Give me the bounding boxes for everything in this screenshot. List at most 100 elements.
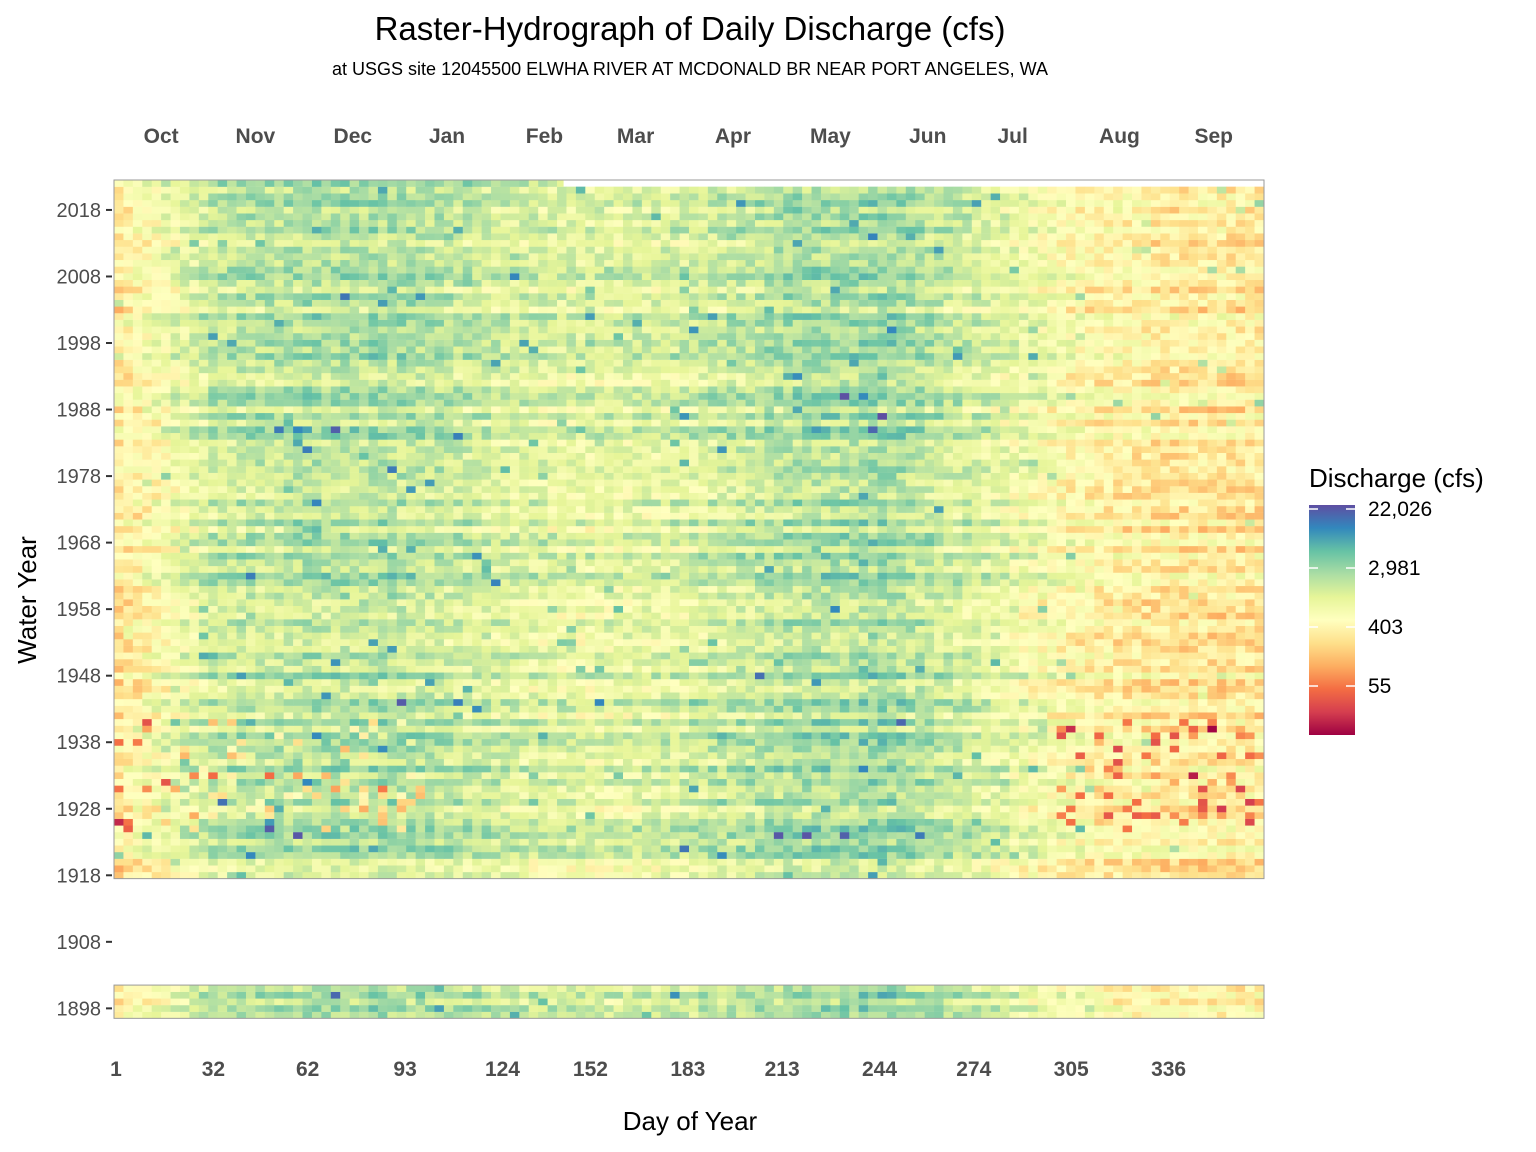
heatmap-cell (547, 712, 558, 720)
heatmap-cell (547, 639, 558, 646)
heatmap-cell (1028, 772, 1039, 780)
heatmap-cell (962, 645, 973, 653)
heatmap-cell (707, 858, 718, 866)
heatmap-cell (924, 852, 935, 859)
heatmap-cell (632, 852, 643, 859)
heatmap-cell (123, 845, 134, 853)
heatmap-cell (783, 985, 793, 992)
heatmap-cell (689, 645, 699, 653)
heatmap-cell (1188, 825, 1199, 833)
heatmap-cell (726, 758, 737, 766)
heatmap-cell (509, 752, 520, 760)
heatmap-cell (934, 698, 944, 706)
heatmap-cell (349, 1005, 360, 1012)
heatmap-cell (538, 685, 548, 693)
heatmap-cell (396, 718, 407, 726)
heatmap-cell (689, 738, 699, 746)
heatmap-cell (491, 838, 501, 846)
heatmap-cell (330, 792, 341, 799)
heatmap-cell (651, 752, 662, 760)
heatmap-cell (651, 698, 662, 706)
heatmap-cell (623, 991, 633, 999)
heatmap-cell (858, 745, 869, 753)
heatmap-cell (547, 838, 558, 846)
heatmap-cell (792, 765, 803, 773)
heatmap-cell (689, 659, 699, 666)
heatmap-cell (886, 685, 897, 693)
heatmap-cell (151, 871, 162, 879)
heatmap-cell (434, 758, 445, 766)
heatmap-cell (528, 998, 539, 1006)
heatmap-cell (434, 805, 445, 813)
heatmap-cell (981, 765, 991, 773)
heatmap-cell (990, 758, 1001, 766)
heatmap-cell (783, 718, 793, 726)
heatmap-cell (924, 825, 935, 833)
heatmap-cell (179, 832, 190, 839)
heatmap-cell (764, 652, 775, 660)
heatmap-cell (509, 778, 520, 786)
heatmap-cell (566, 785, 577, 793)
heatmap-cell (651, 758, 662, 766)
heatmap-cell (368, 798, 379, 806)
heatmap-cell (792, 738, 803, 746)
heatmap-cell (707, 639, 718, 646)
heatmap-cell (509, 705, 520, 713)
heatmap-cell (924, 738, 935, 746)
heatmap-cell (1188, 991, 1199, 999)
heatmap-cell (274, 659, 284, 666)
heatmap-cell (227, 665, 237, 673)
heatmap-cell (1132, 778, 1142, 786)
heatmap-cell (886, 752, 897, 760)
heatmap-cell (359, 712, 369, 720)
heatmap-cell (905, 698, 916, 706)
heatmap-cell (245, 705, 256, 713)
heatmap-cell (491, 698, 501, 706)
heatmap-cell (1198, 745, 1208, 753)
heatmap-cell (839, 825, 850, 833)
heatmap-cell (830, 765, 841, 773)
heatmap-cell (274, 705, 284, 713)
heatmap-cell (1009, 665, 1020, 673)
heatmap-cell (500, 818, 511, 826)
heatmap-cell (905, 765, 916, 773)
heatmap-cell (604, 845, 614, 853)
heatmap-cell (623, 838, 633, 846)
heatmap-cell (142, 778, 153, 786)
heatmap-cell (886, 659, 897, 666)
heatmap-cell (981, 825, 991, 833)
heatmap-cell (726, 832, 737, 839)
heatmap-cell (670, 792, 680, 799)
heatmap-cell (1066, 852, 1076, 859)
heatmap-cell (1094, 838, 1105, 846)
heatmap-cell (924, 758, 935, 766)
heatmap-cell (594, 818, 605, 826)
heatmap-cell (689, 838, 699, 846)
heatmap-cell (717, 991, 728, 999)
heatmap-cell (934, 645, 944, 653)
heatmap-cell (1009, 738, 1020, 746)
heatmap-cell (915, 685, 925, 693)
heatmap-cell (594, 645, 605, 653)
heatmap-cell (368, 845, 379, 853)
heatmap-cell (1000, 818, 1010, 826)
heatmap-cell (443, 698, 454, 706)
heatmap-cell (839, 745, 850, 753)
heatmap-cell (434, 665, 445, 673)
heatmap-cell (453, 812, 464, 819)
heatmap-cell (773, 765, 784, 773)
heatmap-cell (481, 825, 492, 833)
heatmap-cell (604, 865, 614, 873)
heatmap-cell (1141, 732, 1152, 740)
heatmap-cell (500, 639, 511, 646)
heatmap-cell (1075, 832, 1086, 839)
heatmap-cell (613, 985, 624, 992)
heatmap-cell (1179, 725, 1189, 733)
heatmap-cell (1160, 865, 1171, 873)
heatmap-cell (161, 745, 171, 753)
heatmap-cell (575, 845, 586, 853)
heatmap-cell (1198, 798, 1208, 806)
heatmap-cell (707, 718, 718, 726)
heatmap-cell (1037, 1011, 1048, 1019)
heatmap-cell (905, 778, 916, 786)
